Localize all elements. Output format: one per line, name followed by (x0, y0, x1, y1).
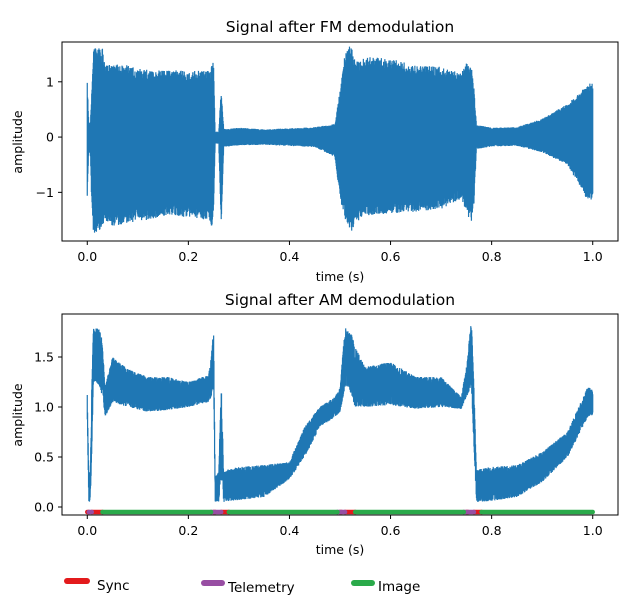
legend-label-telemetry: Telemetry (227, 580, 295, 596)
x-tick-label: 0.4 (280, 249, 300, 264)
y-tick-label: 1.5 (34, 350, 54, 365)
x-tick-label: 0.4 (280, 523, 300, 538)
y-tick-label: −1 (36, 185, 54, 200)
am-y-axis-label: amplitude (10, 383, 25, 446)
y-tick-label: 0 (46, 130, 54, 145)
am-subplot: Signal after AM demodulation 0.0 0.2 0.4 0.… (10, 291, 619, 557)
signal-line (86, 46, 594, 233)
legend-label-image: Image (378, 579, 420, 595)
fm-plot-frame (61, 41, 619, 242)
y-tick-label: 1.0 (34, 400, 54, 415)
x-tick-label: 0.0 (77, 249, 97, 264)
signal-line (86, 326, 594, 502)
x-tick-label: 0.8 (482, 523, 502, 538)
x-tick-label: 0.2 (178, 249, 198, 264)
x-tick-label: 1.0 (583, 523, 603, 538)
am-chart-title: Signal after AM demodulation (225, 291, 455, 309)
x-tick-label: 0.0 (77, 523, 97, 538)
legend-label-sync: Sync (97, 578, 130, 594)
legend-item-telemetry: Telemetry (201, 580, 295, 596)
fm-signal-trace (86, 46, 594, 233)
am-signal-trace (86, 326, 594, 502)
fm-chart-title: Signal after FM demodulation (226, 18, 454, 36)
legend-item-sync: Sync (64, 578, 130, 594)
x-tick-label: 0.6 (381, 249, 401, 264)
am-x-ticks: 0.0 0.2 0.4 0.6 0.8 1.0 (77, 515, 603, 538)
am-plot-frame (61, 313, 619, 516)
y-tick-label: 1 (46, 74, 54, 89)
am-x-axis-label: time (s) (316, 542, 364, 557)
x-tick-label: 0.6 (381, 523, 401, 538)
fm-x-ticks: 0.0 0.2 0.4 0.6 0.8 1.0 (77, 241, 603, 264)
x-tick-label: 1.0 (583, 249, 603, 264)
x-tick-label: 0.8 (482, 249, 502, 264)
x-tick-label: 0.2 (178, 523, 198, 538)
fm-subplot: Signal after FM demodulation 0.0 0.2 0.4 0.… (10, 18, 619, 284)
legend: Sync Telemetry Image (64, 578, 420, 596)
legend-item-image: Image (351, 579, 420, 595)
y-tick-label: 0.5 (34, 450, 54, 465)
fm-x-axis-label: time (s) (316, 269, 364, 284)
fm-y-ticks: −1 0 1 (36, 74, 62, 200)
fm-y-axis-label: amplitude (10, 110, 25, 173)
y-tick-label: 0.0 (34, 500, 54, 515)
am-y-ticks: 0.0 0.5 1.0 1.5 (34, 350, 62, 515)
